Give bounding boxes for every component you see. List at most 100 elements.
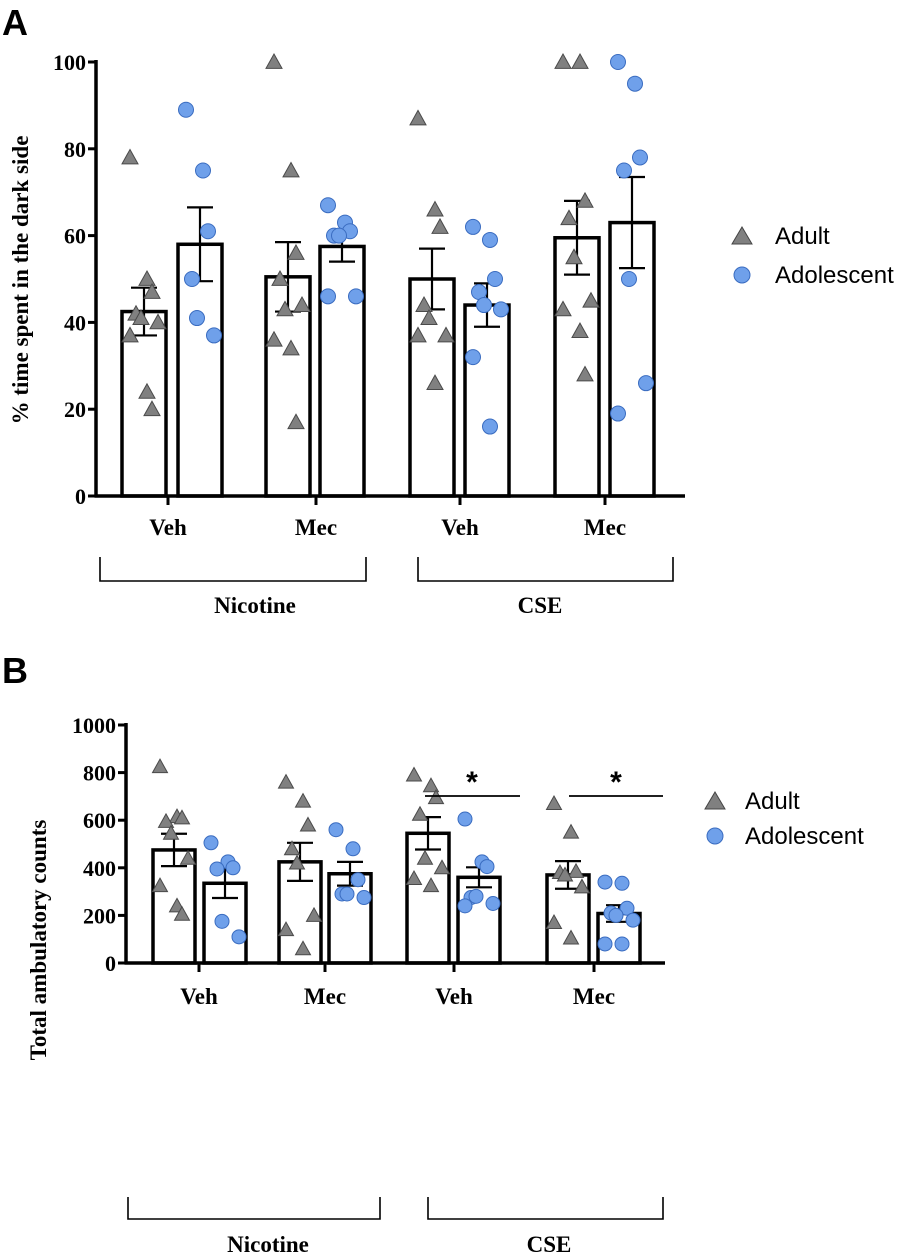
panel-b-point-adolescent-3-0 bbox=[597, 874, 613, 890]
panel-b-bar-adult-2 bbox=[405, 831, 451, 965]
panel-b-point-adolescent-0-2 bbox=[225, 860, 241, 876]
panel-b-point-adult-0-3 bbox=[157, 812, 175, 828]
panel-a-point-adult-3-8 bbox=[576, 365, 594, 382]
panel-a-y-tick-label-5: 100 bbox=[53, 50, 86, 75]
panel-a-point-adult-2-4 bbox=[420, 309, 438, 325]
panel-a-y-tick-label-0: 0 bbox=[75, 484, 86, 509]
panel-a-point-adolescent-0-3 bbox=[184, 271, 200, 287]
panel-a-point-adult-0-8 bbox=[143, 400, 161, 417]
panel-b-point-adult-2-6 bbox=[405, 869, 423, 886]
panel-a-point-adolescent-0-2 bbox=[200, 223, 216, 240]
panel-b-point-adult-2-3 bbox=[411, 805, 429, 821]
panel-a-point-adolescent-2-4 bbox=[476, 297, 492, 314]
panel-b-significance-star-2: * bbox=[610, 766, 622, 799]
panel-a-point-adult-1-5 bbox=[293, 296, 311, 312]
panel-b-point-adolescent-0-3 bbox=[209, 861, 225, 877]
panel-a-point-adult-2-7 bbox=[426, 374, 444, 391]
panel-b-category-label-2: Veh bbox=[435, 984, 473, 1009]
panel-a-bar-adult-3 bbox=[553, 236, 601, 498]
panel-a-y-tick-label-1: 20 bbox=[64, 397, 86, 422]
panel-b-y-tick-label-4: 800 bbox=[83, 761, 116, 786]
panel-a-point-adolescent-3-2 bbox=[632, 149, 648, 166]
panel-a-point-adult-1-3 bbox=[271, 269, 289, 286]
panel-a-point-adolescent-1-0 bbox=[320, 197, 336, 214]
panel-b-point-adolescent-3-2 bbox=[619, 900, 635, 916]
panel-a-legend-adolescent: Adolescent bbox=[775, 262, 894, 289]
panel-a-point-adolescent-0-1 bbox=[195, 162, 211, 179]
panel-b-point-adolescent-3-1 bbox=[614, 875, 630, 891]
panel-b-point-adolescent-2-6 bbox=[457, 898, 473, 914]
panel-a-point-adult-2-0 bbox=[409, 109, 427, 126]
panel-b-bracket-cse bbox=[427, 1197, 664, 1220]
panel-b-point-adult-1-6 bbox=[277, 921, 295, 937]
panel-a-point-adolescent-2-5 bbox=[493, 301, 509, 318]
panel-b-category-label-0: Veh bbox=[180, 984, 218, 1009]
panel-b-point-adult-1-5 bbox=[305, 906, 323, 922]
panel-a-point-adult-2-1 bbox=[426, 200, 444, 217]
panel-a-category-label-1: Mec bbox=[295, 515, 337, 540]
panel-b-point-adult-3-4 bbox=[556, 866, 574, 882]
panel-a-point-adult-0-1 bbox=[138, 269, 156, 286]
panel-a-point-adolescent-2-6 bbox=[465, 349, 481, 366]
panel-a-point-adolescent-0-5 bbox=[206, 327, 222, 344]
panel-a-bracket-cse bbox=[417, 557, 674, 582]
panel-a-point-adolescent-3-4 bbox=[621, 271, 637, 287]
panel-b-point-adolescent-1-1 bbox=[345, 841, 361, 857]
panel-a-category-label-0: Veh bbox=[149, 515, 187, 540]
panel-a-y-axis-label: % time spent in the dark side bbox=[8, 136, 33, 425]
panel-a-point-adult-1-6 bbox=[265, 330, 283, 347]
panel-b-point-adult-3-0 bbox=[545, 795, 563, 811]
panel-a-point-adolescent-0-4 bbox=[189, 310, 205, 327]
panel-a-bar-adolescent-0 bbox=[176, 242, 224, 498]
panel-b-point-adolescent-1-5 bbox=[356, 890, 372, 906]
panel-a-point-adolescent-1-4 bbox=[331, 227, 347, 244]
panel-b-significance-star-1: * bbox=[466, 766, 478, 799]
panel-a-point-adult-3-7 bbox=[571, 322, 589, 338]
panel-a-point-adult-3-1 bbox=[571, 52, 589, 69]
panel-b-y-tick-label-5: 1000 bbox=[72, 713, 116, 738]
panel-b-point-adult-2-4 bbox=[416, 849, 434, 865]
panel-b-point-adolescent-1-4 bbox=[339, 886, 355, 902]
panel-b-y-axis-label: Total ambulatory counts bbox=[26, 820, 51, 1061]
panel-a-point-adult-3-2 bbox=[576, 191, 594, 208]
panel-b-point-adult-0-0 bbox=[151, 758, 169, 774]
panel-b-point-adolescent-3-7 bbox=[614, 936, 630, 952]
panel-a-point-adolescent-3-3 bbox=[616, 162, 632, 179]
panel-a-point-adult-0-7 bbox=[138, 382, 156, 399]
panel-a-point-adolescent-3-6 bbox=[610, 405, 626, 422]
panel-a-group-nicotine: Nicotine bbox=[214, 593, 296, 618]
panel-b-legend-adolescent-marker bbox=[706, 827, 724, 845]
panel-a-legend-adolescent-marker bbox=[733, 266, 751, 284]
panel-b-point-adolescent-1-2 bbox=[350, 872, 366, 888]
panel-a-point-adult-0-4 bbox=[132, 309, 150, 325]
panel-b-legend-adult-marker bbox=[704, 791, 726, 810]
panel-b-point-adult-3-6 bbox=[545, 914, 563, 930]
panel-a-point-adult-3-3 bbox=[560, 209, 578, 226]
panel-b-category-label-1: Mec bbox=[304, 984, 346, 1009]
panel-a-point-adult-1-1 bbox=[282, 161, 300, 178]
panel-b-category-label-3: Mec bbox=[573, 984, 615, 1009]
panel-a-point-adolescent-2-2 bbox=[487, 271, 503, 287]
panel-a-point-adolescent-3-1 bbox=[627, 75, 643, 92]
panel-b-point-adult-1-0 bbox=[277, 773, 295, 789]
panel-b-point-adult-0-4 bbox=[162, 824, 180, 840]
panel-b-point-adult-1-1 bbox=[294, 792, 312, 808]
panel-b-point-adolescent-3-4 bbox=[608, 907, 624, 923]
panel-a-point-adult-1-0 bbox=[265, 52, 283, 69]
panel-b-point-adult-1-4 bbox=[288, 854, 306, 870]
panel-b-y-tick-label-0: 0 bbox=[105, 951, 116, 976]
panel-b-point-adult-2-5 bbox=[433, 859, 451, 875]
panel-a-point-adult-3-5 bbox=[582, 291, 600, 308]
panel-b-group-nicotine: Nicotine bbox=[227, 1232, 309, 1257]
panel-b-point-adolescent-0-4 bbox=[214, 913, 230, 929]
panel-a-group-cse: CSE bbox=[518, 593, 563, 618]
panel-a-y-tick-label-3: 60 bbox=[64, 224, 86, 249]
panel-a-point-adult-0-5 bbox=[149, 313, 167, 330]
panel-b-group-cse: CSE bbox=[527, 1232, 572, 1257]
panel-a-bar-adolescent-1 bbox=[318, 244, 366, 498]
panel-a-point-adult-2-5 bbox=[437, 326, 455, 343]
panel-a-point-adolescent-1-5 bbox=[348, 288, 364, 305]
panel-b: B Total ambulatory counts 0 200 400 600 800 1… bbox=[2, 650, 864, 1257]
panel-a-category-label-2: Veh bbox=[441, 515, 479, 540]
